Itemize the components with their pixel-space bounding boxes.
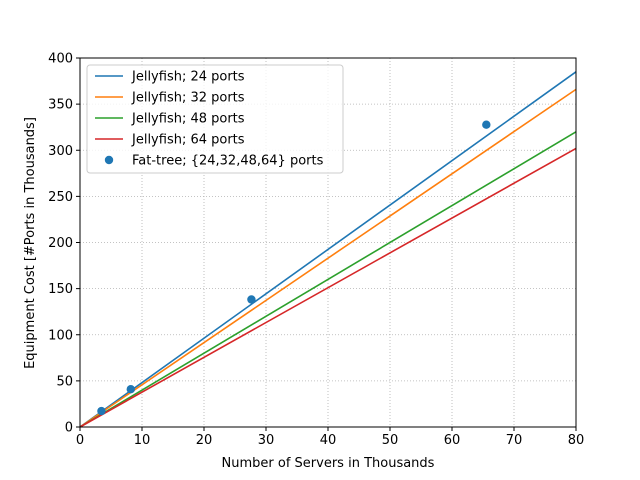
x-tick-label: 0 — [76, 433, 84, 448]
y-tick-label: 200 — [48, 236, 73, 251]
y-tick-label: 0 — [65, 421, 73, 436]
legend-label: Jellyfish; 64 ports — [131, 133, 245, 148]
x-tick-label: 30 — [258, 433, 275, 448]
series-layer — [79, 71, 577, 428]
scatter-point — [97, 406, 106, 416]
scatter-point — [247, 295, 256, 304]
y-tick-label: 350 — [48, 98, 73, 113]
x-tick-label: 40 — [320, 433, 337, 448]
legend-label: Jellyfish; 24 ports — [131, 70, 245, 85]
y-tick-label: 400 — [48, 52, 73, 67]
x-axis-label: Number of Servers in Thousands — [222, 456, 435, 471]
series-line-2 — [79, 131, 577, 428]
legend-label: Fat-tree; {24,32,48,64} ports — [132, 154, 324, 169]
x-tick-label: 70 — [506, 433, 523, 448]
y-tick-label: 150 — [48, 282, 73, 297]
y-tick-label: 50 — [56, 374, 73, 389]
y-tick-label: 250 — [48, 190, 73, 205]
x-tick-label: 50 — [382, 433, 399, 448]
y-tick-label: 100 — [48, 328, 73, 343]
series-line-1 — [79, 88, 577, 428]
legend: Jellyfish; 24 ports Jellyfish; 32 ports Je… — [86, 64, 344, 174]
scatter-point — [482, 120, 491, 129]
series-line-3 — [79, 147, 577, 428]
x-tick-label: 80 — [568, 433, 585, 448]
legend-label: Jellyfish; 48 ports — [131, 112, 245, 127]
scatter-point — [126, 385, 135, 394]
legend-box — [86, 64, 344, 174]
legend-label: Jellyfish; 32 ports — [131, 91, 245, 106]
y-tick-label: 300 — [48, 144, 73, 159]
x-tick-label: 60 — [444, 433, 461, 448]
x-tick-label: 20 — [196, 433, 213, 448]
axis-ticks: 0 10 20 30 40 50 60 70 80 0 50 100 150 200 250 300 350 40… — [48, 52, 584, 449]
y-axis-label: Equipment Cost [#Ports in Thousands] — [23, 117, 38, 369]
x-tick-label: 10 — [134, 433, 151, 448]
series-line-0 — [79, 71, 577, 428]
legend-swatch-marker — [104, 155, 114, 165]
